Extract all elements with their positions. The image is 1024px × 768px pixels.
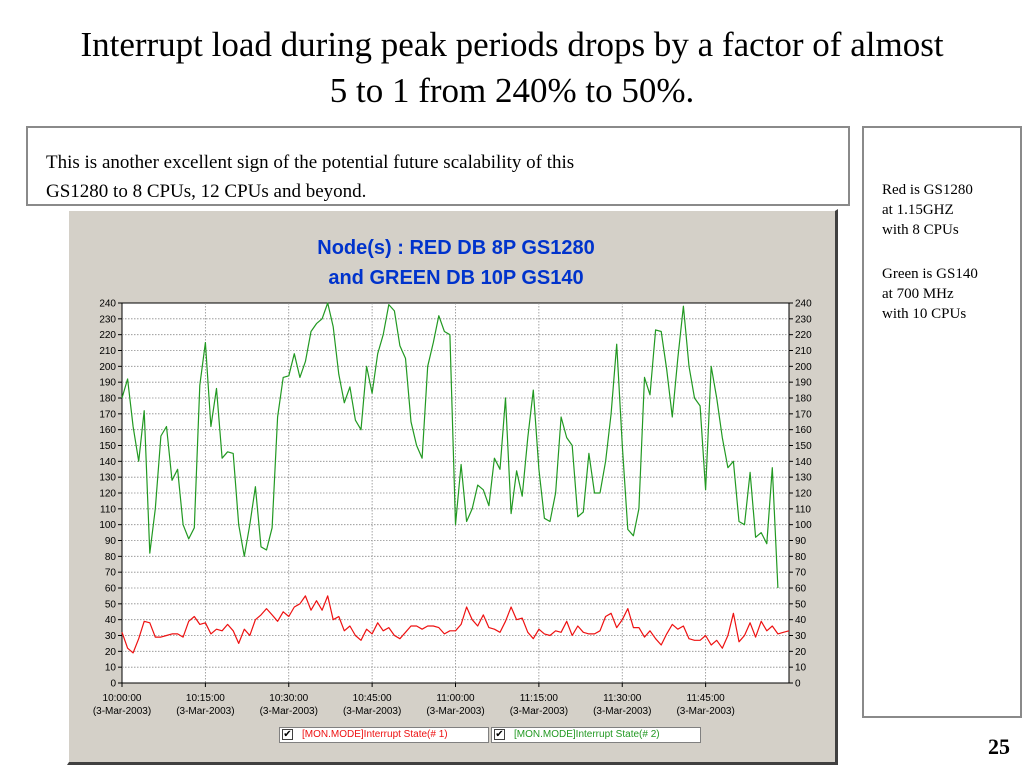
- x-tick-label-date: (3-Mar-2003): [343, 706, 401, 717]
- side-note-red: Red is GS1280 at 1.15GHZ with 8 CPUs: [882, 180, 1018, 240]
- y-tick-label-right: 140: [795, 457, 812, 468]
- y-tick-label-left: 200: [99, 362, 116, 373]
- y-tick-label-left: 210: [99, 346, 116, 357]
- y-tick-label-left: 140: [99, 457, 116, 468]
- series-layer: [121, 302, 790, 654]
- legend-series-1-label: [MON.MODE]Interrupt State(# 1): [302, 729, 448, 740]
- side-green-line-3: with 10 CPUs: [882, 306, 967, 322]
- y-tick-label-right: 50: [795, 599, 807, 610]
- y-tick-label-right: 160: [795, 425, 812, 436]
- side-green-line-1: Green is GS140: [882, 266, 978, 282]
- y-tick-label-right: 90: [795, 536, 807, 547]
- y-tick-label-left: 20: [105, 647, 117, 658]
- chart-title-line-2: and GREEN DB 10P GS140: [328, 267, 583, 289]
- y-tick-label-right: 0: [795, 679, 801, 690]
- legend-series-2[interactable]: ✔ [MON.MODE]Interrupt State(# 2): [491, 727, 701, 743]
- note-line-1: This is another excellent sign of the po…: [46, 152, 575, 173]
- y-tick-label-right: 40: [795, 615, 807, 626]
- y-tick-label-right: 120: [795, 489, 812, 500]
- x-tick-label-date: (3-Mar-2003): [176, 706, 234, 717]
- side-red-line-2: at 1.15GHZ: [882, 202, 954, 218]
- y-tick-label-left: 40: [105, 615, 117, 626]
- y-tick-label-left: 120: [99, 489, 116, 500]
- y-tick-label-left: 190: [99, 378, 116, 389]
- x-tick-label-time: 10:15:00: [186, 693, 225, 704]
- series-line-2: [121, 302, 779, 589]
- x-tick-label-date: (3-Mar-2003): [593, 706, 651, 717]
- y-tick-label-right: 130: [795, 473, 812, 484]
- y-tick-label-right: 210: [795, 346, 812, 357]
- slide-title-line-1: Interrupt load during peak periods drops…: [80, 25, 944, 64]
- y-tick-label-right: 70: [795, 568, 807, 579]
- y-tick-label-right: 170: [795, 409, 812, 420]
- y-tick-label-right: 220: [795, 330, 812, 341]
- y-tick-label-left: 80: [105, 552, 117, 563]
- x-tick-label-time: 11:15:00: [520, 693, 559, 704]
- x-tick-label-time: 11:00:00: [436, 693, 475, 704]
- y-tick-label-right: 80: [795, 552, 807, 563]
- y-tick-label-left: 160: [99, 425, 116, 436]
- side-red-line-1: Red is GS1280: [882, 182, 973, 198]
- x-tick-label-date: (3-Mar-2003): [510, 706, 568, 717]
- legend-series-2-checkbox[interactable]: ✔: [494, 729, 505, 740]
- slide-title: Interrupt load during peak periods drops…: [0, 22, 1024, 114]
- x-tick-label-time: 10:30:00: [269, 693, 308, 704]
- y-tick-label-left: 50: [105, 599, 117, 610]
- x-tick-label-date: (3-Mar-2003): [260, 706, 318, 717]
- y-tick-label-left: 180: [99, 394, 116, 405]
- chart-panel: Node(s) : RED DB 8P GS1280 and GREEN DB …: [67, 209, 838, 765]
- x-tick-label-time: 10:45:00: [353, 693, 392, 704]
- x-tick-label-time: 10:00:00: [103, 693, 142, 704]
- y-tick-label-right: 100: [795, 520, 812, 531]
- y-tick-label-right: 190: [795, 378, 812, 389]
- chart-svg: Node(s) : RED DB 8P GS1280 and GREEN DB …: [93, 237, 812, 718]
- y-tick-label-right: 180: [795, 394, 812, 405]
- y-tick-label-right: 30: [795, 631, 807, 642]
- side-green-line-2: at 700 MHz: [882, 286, 954, 302]
- y-tick-label-right: 20: [795, 647, 807, 658]
- x-tick-label-time: 11:45:00: [687, 693, 726, 704]
- y-tick-label-right: 240: [795, 299, 812, 310]
- y-tick-label-right: 150: [795, 441, 812, 452]
- y-tick-label-left: 170: [99, 409, 116, 420]
- y-tick-label-left: 220: [99, 330, 116, 341]
- y-tick-label-left: 0: [110, 679, 116, 690]
- note-box: This is another excellent sign of the po…: [26, 126, 850, 206]
- y-tick-label-left: 30: [105, 631, 117, 642]
- legend-series-1-checkbox[interactable]: ✔: [282, 729, 293, 740]
- y-tick-label-left: 240: [99, 299, 116, 310]
- legend-series-2-label: [MON.MODE]Interrupt State(# 2): [514, 729, 660, 740]
- y-tick-label-right: 10: [795, 663, 807, 674]
- side-note-box: Red is GS1280 at 1.15GHZ with 8 CPUs Gre…: [862, 126, 1022, 718]
- y-tick-label-left: 110: [100, 504, 116, 515]
- legend-series-1[interactable]: ✔ [MON.MODE]Interrupt State(# 1): [279, 727, 489, 743]
- x-tick-label-date: (3-Mar-2003): [676, 706, 734, 717]
- x-tick-label-time: 11:30:00: [603, 693, 642, 704]
- note-line-2: GS1280 to 8 CPUs, 12 CPUs and beyond.: [46, 181, 367, 202]
- y-tick-label-left: 130: [99, 473, 116, 484]
- y-tick-label-right: 110: [795, 504, 811, 515]
- y-tick-label-left: 150: [99, 441, 116, 452]
- y-tick-label-right: 200: [795, 362, 812, 373]
- y-tick-label-left: 90: [105, 536, 117, 547]
- y-tick-label-right: 60: [795, 584, 807, 595]
- x-tick-label-date: (3-Mar-2003): [426, 706, 484, 717]
- note-text: This is another excellent sign of the po…: [46, 148, 826, 206]
- y-tick-label-left: 70: [105, 568, 117, 579]
- chart-title-line-1: Node(s) : RED DB 8P GS1280: [317, 237, 595, 259]
- x-tick-label-date: (3-Mar-2003): [93, 706, 151, 717]
- side-red-line-3: with 8 CPUs: [882, 222, 959, 238]
- y-tick-label-left: 10: [105, 663, 117, 674]
- y-tick-label-left: 60: [105, 584, 117, 595]
- axis-layer: 0 0 10 10 20 20 30 30 40 40 50 50 60 60 70 70 80 80 90 90 10…: [93, 299, 812, 718]
- y-tick-label-right: 230: [795, 314, 812, 325]
- page-number: 25: [988, 734, 1010, 759]
- slide-title-line-2: 5 to 1 from 240% to 50%.: [329, 71, 695, 110]
- series-line-1: [121, 595, 790, 654]
- y-tick-label-left: 230: [99, 314, 116, 325]
- y-tick-label-left: 100: [99, 520, 116, 531]
- side-note-green: Green is GS140 at 700 MHz with 10 CPUs: [882, 264, 1018, 324]
